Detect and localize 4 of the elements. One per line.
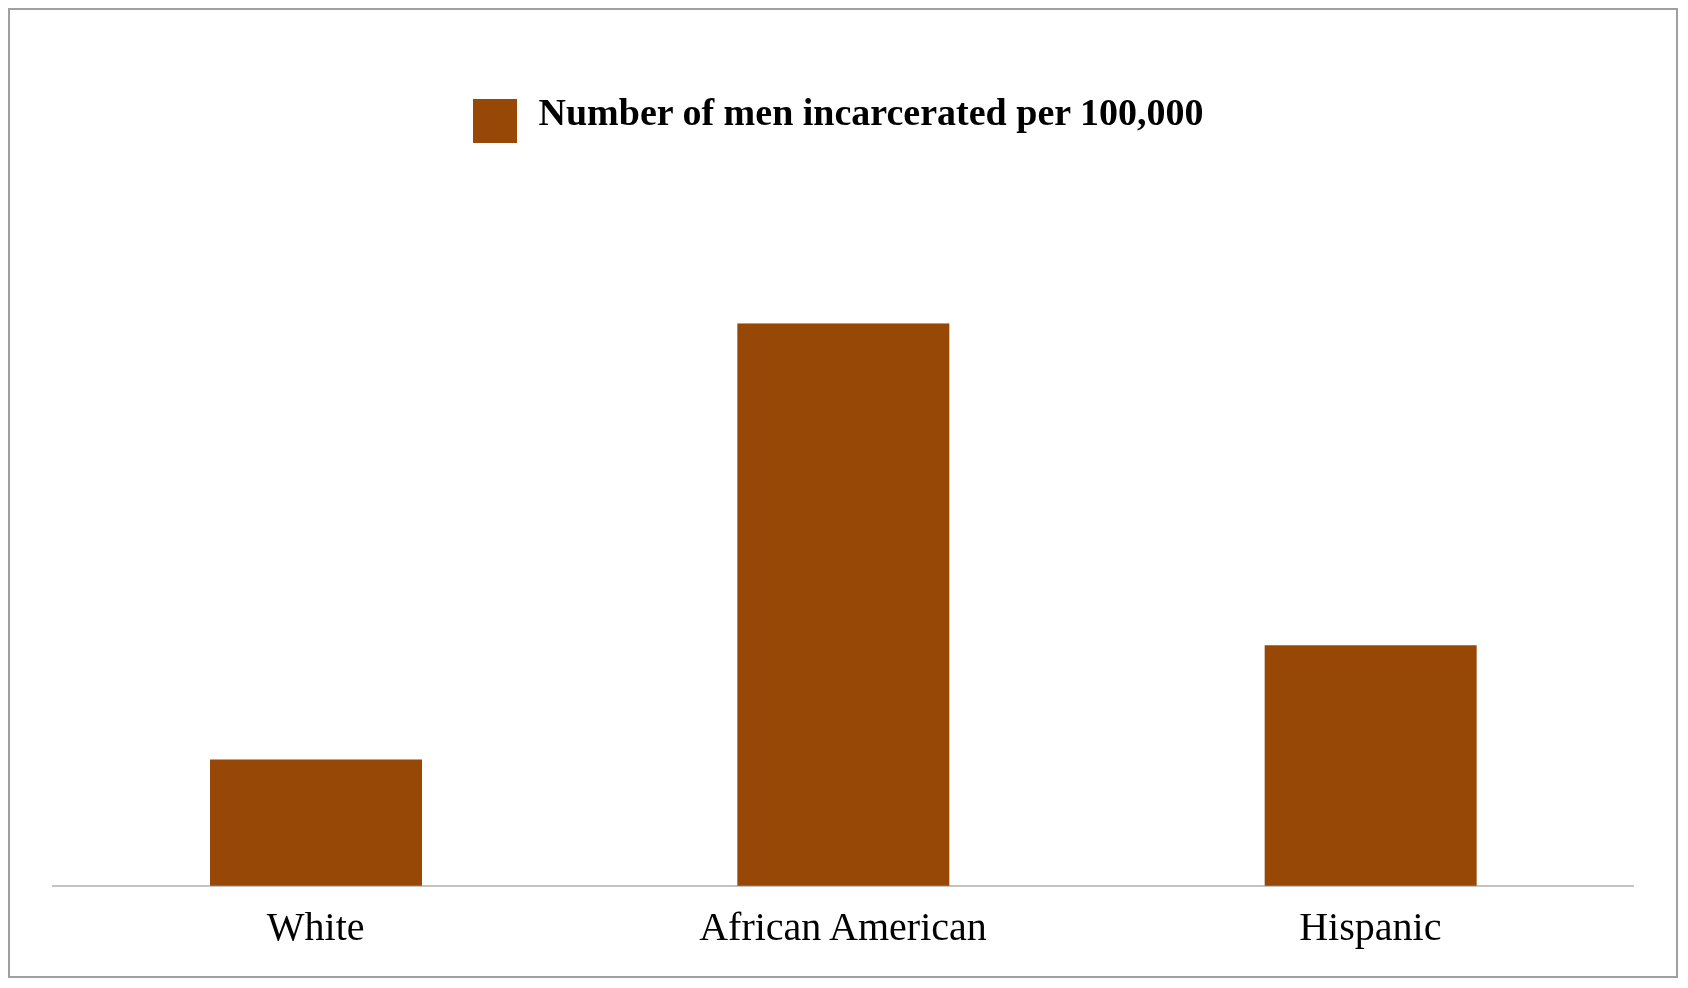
x-tick-label: African American: [699, 904, 987, 950]
legend-label: Number of men incarcerated per 100,000: [538, 91, 1204, 133]
x-tick-label: Hispanic: [1299, 904, 1442, 950]
x-tick-label: White: [266, 904, 365, 950]
